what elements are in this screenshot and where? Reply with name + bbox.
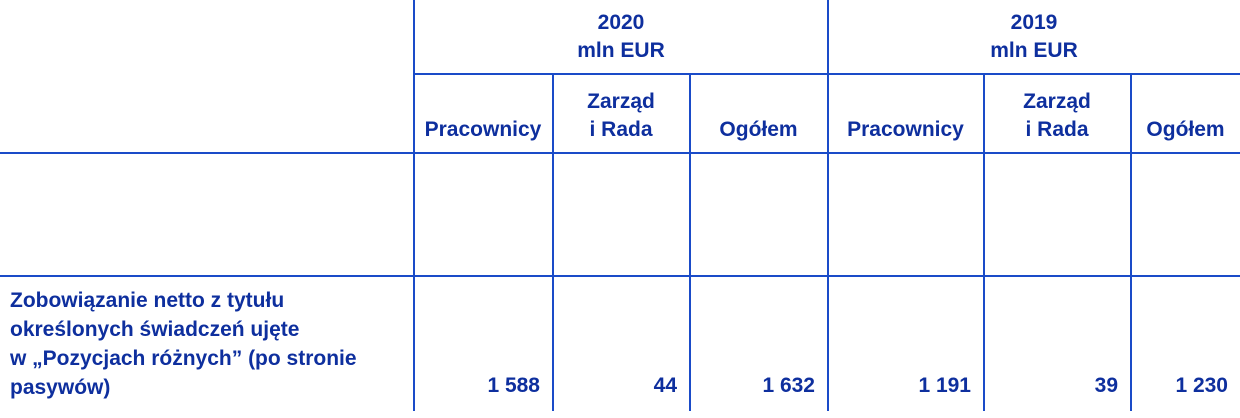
column-header-2020-zarzad-i-rada: Zarząd i Rada [587,90,655,141]
data-row-separator-line [0,275,1240,277]
year-group-header-2019: 2019 mln EUR [828,0,1240,73]
column-header-2020-ogolem: Ogółem [719,118,798,141]
column-header-separator-line [0,152,1240,154]
unit-label-2019: mln EUR [990,39,1078,62]
column-header-2019-zarzad-i-rada: Zarząd i Rada [1023,90,1091,141]
year-label-2019: 2019 [1010,11,1058,34]
column-border-line-2020-a [552,73,554,411]
column-header-2019-pracownicy: Pracownicy [847,118,964,141]
unit-label-2020: mln EUR [577,39,665,62]
year-group-border-line [827,0,829,411]
column-border-line-2020-b [689,73,691,411]
value-2020-zarzad-i-rada: 44 [653,374,677,397]
column-header-2019-ogolem: Ogółem [1146,118,1225,141]
column-header-2020-pracownicy: Pracownicy [424,118,542,141]
value-2019-zarzad-i-rada: 39 [1094,374,1118,397]
value-2020-ogolem: 1 632 [762,374,815,397]
value-2019-ogolem: 1 230 [1175,374,1228,397]
column-border-line-2019-a [983,73,985,411]
label-column-border-line [413,0,415,411]
column-border-line-2019-b [1130,73,1132,411]
value-2019-pracownicy: 1 191 [918,374,971,397]
year-group-header-2020: 2020 mln EUR [414,0,828,73]
value-2020-pracownicy: 1 588 [487,374,540,397]
empty-spacer-row [0,154,1240,275]
year-label-2020: 2020 [597,11,645,34]
row-label-net-defined-benefit-liability: Zobowiązanie netto z tytułu określonych … [10,289,357,399]
